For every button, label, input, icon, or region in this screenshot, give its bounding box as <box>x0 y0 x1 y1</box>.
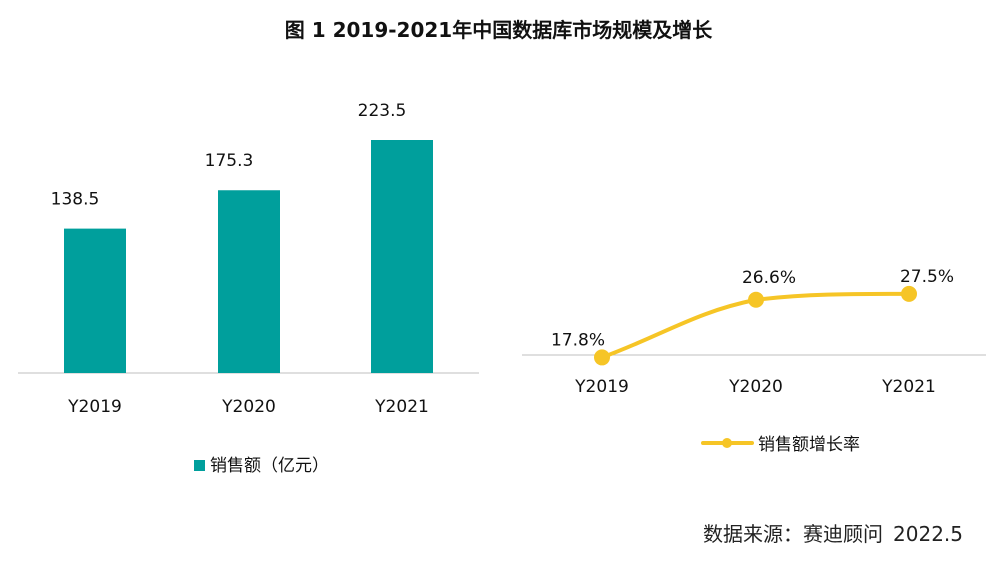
bar-Y2019 <box>64 228 126 373</box>
bar-data-label-Y2019: 138.5 <box>51 190 100 210</box>
bar-data-label-Y2020: 175.3 <box>205 151 254 171</box>
bar-tick-label-Y2021: Y2021 <box>374 397 429 417</box>
line-legend-marker <box>722 438 732 448</box>
source-note: 数据来源：赛迪顾问 2022.5 <box>693 518 963 547</box>
line-data-label-Y2019: 17.8% <box>551 330 605 350</box>
bar-data-label-Y2021: 223.5 <box>358 101 407 121</box>
line-point-Y2019 <box>594 349 610 366</box>
line-data-label-Y2021: 27.5% <box>900 267 954 287</box>
line-point-Y2021 <box>901 285 917 302</box>
bar-tick-label-Y2019: Y2019 <box>67 397 122 417</box>
bar-tick-label-Y2020: Y2020 <box>221 397 276 417</box>
source-date: 2022.5 <box>893 522 963 546</box>
line-tick-label-Y2020: Y2020 <box>728 377 783 397</box>
line-tick-label-Y2019: Y2019 <box>574 377 629 397</box>
line-tick-label-Y2021: Y2021 <box>881 377 936 397</box>
line-legend-label: 销售额增长率 <box>758 435 860 455</box>
line-data-label-Y2020: 26.6% <box>742 268 796 288</box>
bar-Y2021 <box>371 140 433 373</box>
figure-title: 图 1 2019-2021年中国数据库市场规模及增长 <box>284 18 713 42</box>
bar-legend-swatch <box>194 460 205 471</box>
bar-Y2020 <box>218 190 280 373</box>
bar-legend-label: 销售额（亿元） <box>210 456 329 476</box>
source-label: 数据来源：赛迪顾问 <box>703 522 884 546</box>
line-point-Y2020 <box>748 291 764 308</box>
